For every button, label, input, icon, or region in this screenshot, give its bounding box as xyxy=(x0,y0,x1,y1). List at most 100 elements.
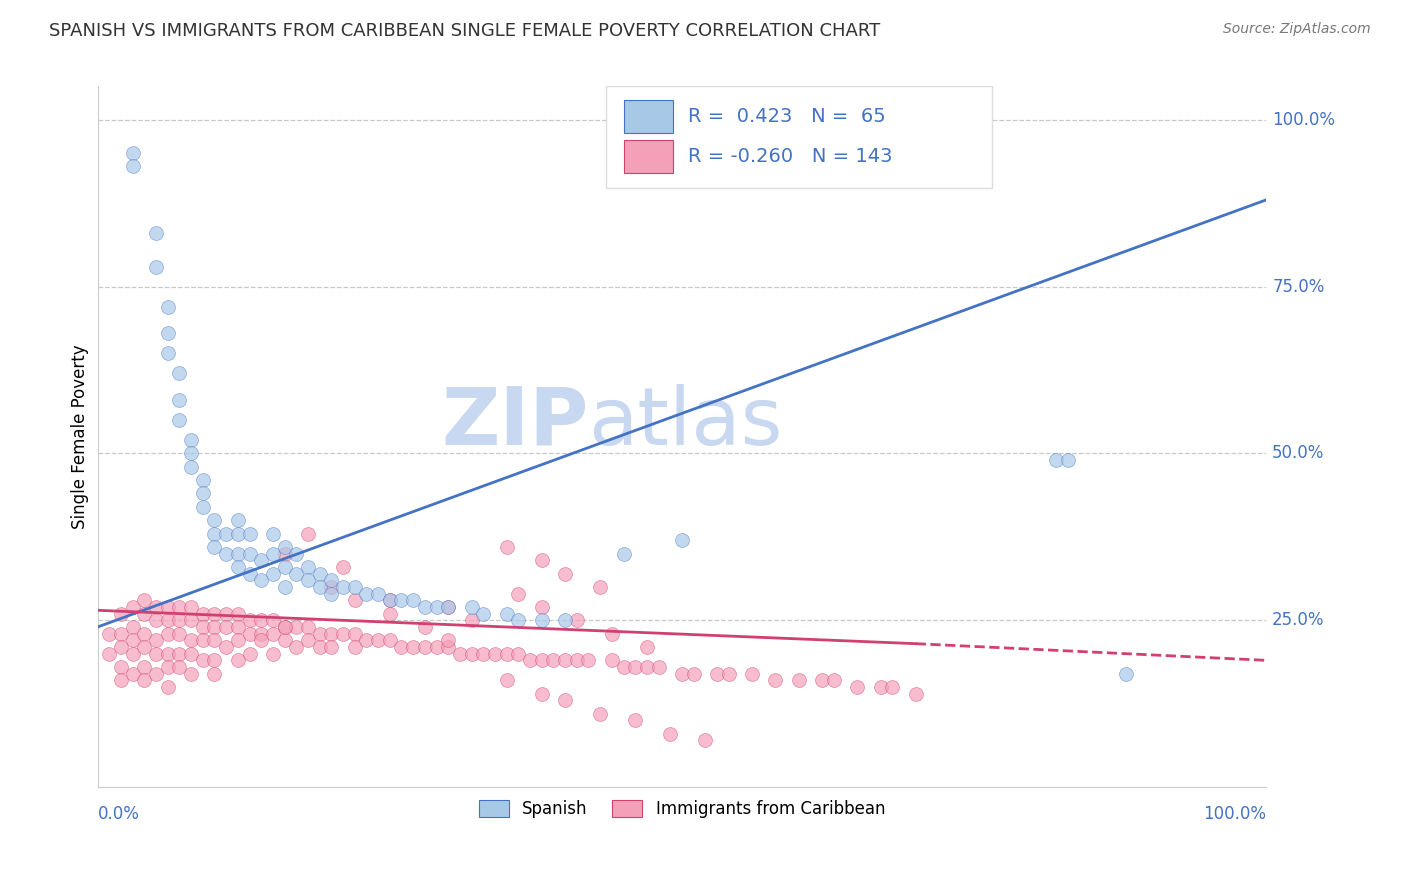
Point xyxy=(169,613,191,627)
Point xyxy=(145,260,167,274)
Point xyxy=(425,599,447,614)
Point xyxy=(636,640,658,654)
Point xyxy=(180,433,202,447)
Point xyxy=(297,560,319,574)
Point xyxy=(191,620,214,634)
Point xyxy=(297,574,319,588)
Point xyxy=(215,620,238,634)
Point xyxy=(215,607,238,621)
Point xyxy=(285,620,308,634)
Point xyxy=(238,526,260,541)
Point xyxy=(343,593,366,607)
Point xyxy=(204,540,226,554)
Point xyxy=(156,626,179,640)
Point xyxy=(530,599,553,614)
Point xyxy=(578,653,600,667)
Point xyxy=(530,613,553,627)
Point xyxy=(321,626,343,640)
Point xyxy=(191,500,214,514)
Point xyxy=(180,633,202,648)
Point xyxy=(145,666,167,681)
Point xyxy=(612,547,634,561)
Point xyxy=(741,666,763,681)
Point xyxy=(356,586,378,600)
Point xyxy=(134,607,156,621)
Point xyxy=(437,640,460,654)
Point xyxy=(273,547,295,561)
Point xyxy=(121,146,143,161)
Point xyxy=(612,660,634,674)
Point xyxy=(308,580,330,594)
Point xyxy=(121,666,143,681)
Text: 100.0%: 100.0% xyxy=(1204,805,1267,822)
Point xyxy=(145,599,167,614)
Text: R = -0.260   N = 143: R = -0.260 N = 143 xyxy=(688,147,893,166)
Point xyxy=(530,553,553,567)
Point xyxy=(343,626,366,640)
Point xyxy=(180,647,202,661)
Point xyxy=(495,673,517,688)
Point xyxy=(204,526,226,541)
Point xyxy=(180,446,202,460)
Point xyxy=(321,586,343,600)
Point xyxy=(659,727,682,741)
Point xyxy=(437,599,460,614)
Point xyxy=(378,593,401,607)
Text: R =  0.423   N =  65: R = 0.423 N = 65 xyxy=(688,107,886,126)
Point xyxy=(554,566,576,581)
Point xyxy=(169,413,191,427)
Point xyxy=(671,533,693,548)
Point xyxy=(250,613,273,627)
Point xyxy=(554,613,576,627)
Point xyxy=(169,626,191,640)
Point xyxy=(413,620,436,634)
Point xyxy=(191,633,214,648)
Point xyxy=(508,586,530,600)
Point xyxy=(378,633,401,648)
Point xyxy=(425,640,447,654)
Point xyxy=(297,633,319,648)
Point xyxy=(332,560,354,574)
Point xyxy=(215,526,238,541)
Point xyxy=(262,647,284,661)
Point xyxy=(145,633,167,648)
Point xyxy=(250,626,273,640)
Point xyxy=(343,640,366,654)
Point xyxy=(156,647,179,661)
Point xyxy=(297,526,319,541)
Point xyxy=(636,660,658,674)
Point xyxy=(226,633,249,648)
Point xyxy=(321,574,343,588)
Point xyxy=(624,714,647,728)
FancyBboxPatch shape xyxy=(623,140,672,173)
Point xyxy=(285,566,308,581)
Point xyxy=(226,513,249,527)
Point xyxy=(273,540,295,554)
Point xyxy=(589,706,612,721)
Point xyxy=(204,513,226,527)
Point xyxy=(554,653,576,667)
Point xyxy=(543,653,565,667)
Point xyxy=(332,626,354,640)
Point xyxy=(308,640,330,654)
Point xyxy=(402,593,425,607)
Point xyxy=(156,680,179,694)
Point xyxy=(519,653,541,667)
Point xyxy=(589,580,612,594)
Point xyxy=(156,660,179,674)
Point xyxy=(238,647,260,661)
Point xyxy=(682,666,704,681)
Point xyxy=(226,560,249,574)
Point xyxy=(460,599,482,614)
Point xyxy=(169,647,191,661)
Point xyxy=(356,633,378,648)
Point xyxy=(110,640,132,654)
Text: 0.0%: 0.0% xyxy=(97,805,139,822)
Point xyxy=(156,613,179,627)
Point xyxy=(134,673,156,688)
Point xyxy=(204,653,226,667)
Point xyxy=(169,392,191,407)
Point xyxy=(765,673,787,688)
Point xyxy=(495,540,517,554)
Text: 100.0%: 100.0% xyxy=(1272,111,1336,128)
